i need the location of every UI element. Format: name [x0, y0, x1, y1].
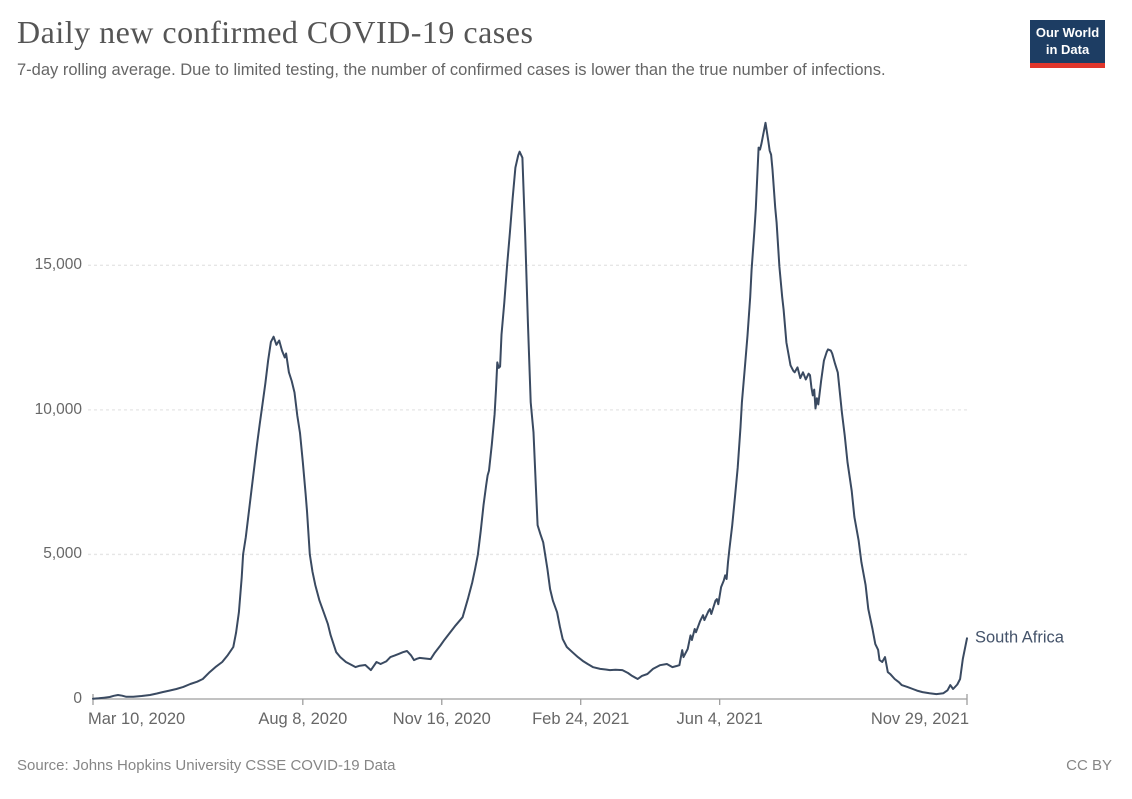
- x-axis-tick-label: Mar 10, 2020: [88, 710, 186, 728]
- owid-logo: Our World in Data: [1030, 20, 1105, 68]
- owid-logo-line2: in Data: [1045, 41, 1090, 57]
- x-axis-tick-label: Aug 8, 2020: [258, 710, 348, 728]
- x-axis-tick-label: Nov 29, 2021: [870, 710, 969, 728]
- owid-logo-text: Our World in Data: [1036, 25, 1099, 59]
- y-axis-tick-label: 0: [73, 690, 82, 707]
- gridlines: [88, 264, 970, 556]
- x-axis-tick-label: Jun 4, 2021: [676, 710, 763, 728]
- y-axis-tick-label: 10,000: [34, 400, 82, 418]
- owid-logo-line1: Our World: [1035, 24, 1100, 40]
- x-axis-tick-label: Nov 16, 2020: [392, 710, 491, 728]
- entity-label: South Africa: [975, 628, 1064, 647]
- chart-subtitle: 7-day rolling average. Due to limited te…: [17, 61, 886, 79]
- chart-line-south-africa: [92, 121, 968, 700]
- y-axis-tick-label: 5,000: [43, 545, 82, 563]
- source-note: Source: Johns Hopkins University CSSE CO…: [17, 757, 396, 774]
- x-axis-tick-label: Feb 24, 2021: [532, 710, 630, 728]
- x-axis: [92, 694, 968, 705]
- page-title: Daily new confirmed COVID-19 cases: [17, 14, 534, 50]
- y-axis-tick-label: 15,000: [34, 256, 82, 274]
- license-note: CC BY: [1066, 757, 1112, 774]
